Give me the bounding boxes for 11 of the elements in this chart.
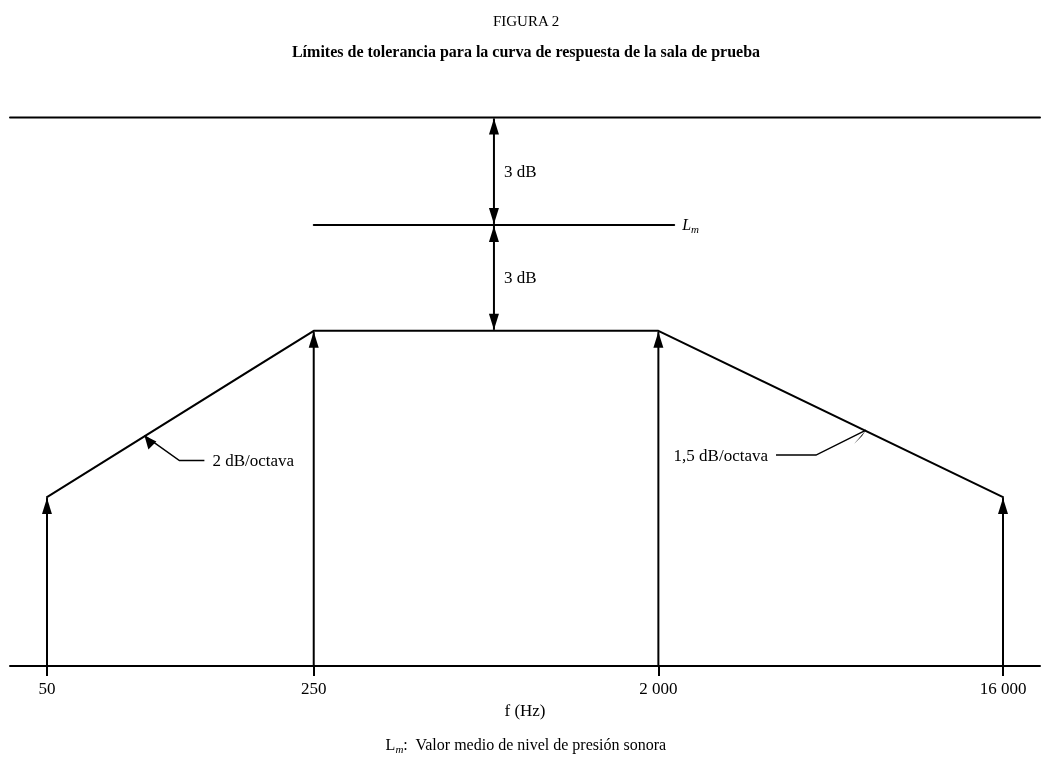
annotation: 3 dB: [503, 161, 537, 181]
chart-subtitle: Límites de tolerancia para la curva de respuesta de la sala de prueba: [291, 42, 761, 61]
x-axis-title: f (Hz): [504, 700, 546, 720]
x-tick-label: 50: [38, 679, 56, 698]
x-tick-label: 2 000: [639, 679, 678, 698]
x-tick-label: 16 000: [979, 679, 1027, 698]
annotation: 1,5 dB/octava: [673, 445, 769, 465]
x-tick-label: 250: [300, 679, 327, 698]
annotation: 3 dB: [503, 268, 537, 288]
chart-title: FIGURA 2: [492, 12, 560, 29]
annotation: 2 dB/octava: [212, 451, 295, 471]
